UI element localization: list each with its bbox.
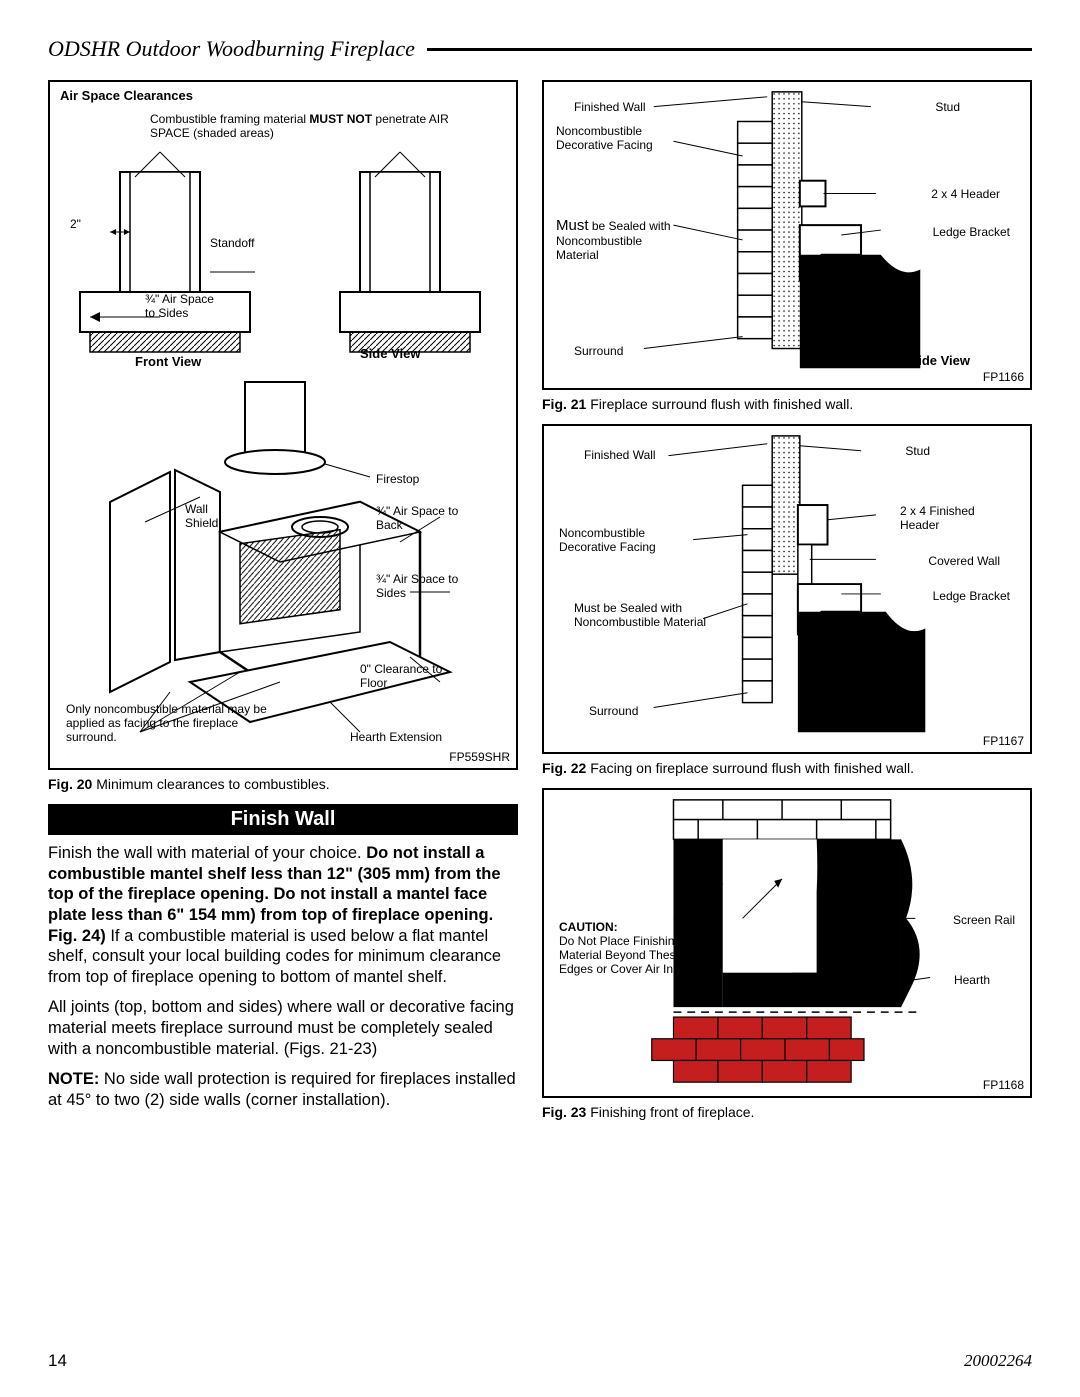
fig20-caption: Fig. 20 Minimum clearances to combustibl… (48, 776, 518, 792)
fig20-firestop: Firestop (376, 472, 419, 486)
fig20-airspace-back: ¾" Air Space to Back (376, 504, 466, 532)
page-header: ODSHR Outdoor Woodburning Fireplace (48, 36, 1032, 62)
fig22-ledge: Ledge Bracket (933, 589, 1010, 603)
fig23-hearth: Hearth (954, 973, 990, 987)
fig22-fpcode: FP1167 (983, 734, 1024, 748)
fig20-noncomb-note: Only noncombustible material may be appl… (66, 702, 286, 744)
fig21-box: Finished Wall Noncombustible Decorative … (542, 80, 1032, 390)
fig22-header: 2 x 4 Finished Header (900, 504, 1000, 532)
fig20-clearance-floor: 0" Clearance to Floor (360, 662, 460, 690)
finish-wall-heading: Finish Wall (48, 804, 518, 835)
fig20-side-view: Side View (360, 346, 420, 361)
fig22-noncomb: Noncombustible Decorative Facing (559, 526, 679, 554)
fig20-wall-shield: Wall Shield (185, 502, 235, 530)
fig20-box: Air Space Clearances Combustible framing… (48, 80, 518, 770)
fig20-hearth-ext: Hearth Extension (350, 730, 442, 744)
fig23-caption: Fig. 23 Finishing front of fireplace. (542, 1104, 1032, 1120)
fig20-top-diagram (50, 142, 520, 372)
fig21-caption: Fig. 21 Fireplace surround flush with fi… (542, 396, 1032, 412)
finish-wall-p1: Finish the wall with material of your ch… (48, 843, 518, 987)
header-title: ODSHR Outdoor Woodburning Fireplace (48, 36, 415, 62)
fig22-surround: Surround (589, 704, 638, 718)
right-column: Finished Wall Noncombustible Decorative … (542, 80, 1032, 1132)
finish-wall-p2: All joints (top, bottom and sides) where… (48, 997, 518, 1059)
fig21-must-sealed: Must be Sealed with Noncombustible Mater… (556, 217, 686, 262)
fig21-noncomb: Noncombustible Decorative Facing (556, 124, 666, 152)
fig20-standoff: Standoff (210, 236, 254, 250)
page-number: 14 (48, 1351, 67, 1371)
fig23-box: CAUTION:Do Not Place Finishing Material … (542, 788, 1032, 1098)
fig21-stud: Stud (935, 100, 960, 114)
fig23-caution: CAUTION:Do Not Place Finishing Material … (559, 920, 709, 976)
fig20-airspace-sides: ¾" Air Space to Sides (145, 292, 225, 320)
doc-number: 20002264 (964, 1351, 1032, 1371)
fig20-warning: Combustible framing material MUST NOT pe… (150, 112, 450, 140)
finish-wall-p3: NOTE: No side wall protection is require… (48, 1069, 518, 1110)
fig21-ledge: Ledge Bracket (933, 225, 1010, 239)
fig20-airspace-sides2: ¾" Air Space to Sides (376, 572, 466, 600)
fig20-fpcode: FP559SHR (449, 750, 510, 764)
fig20-title: Air Space Clearances (60, 88, 193, 103)
fig22-must-sealed: Must be Sealed with Noncombustible Mater… (574, 601, 709, 629)
fig22-caption: Fig. 22 Facing on fireplace surround flu… (542, 760, 1032, 776)
page-footer: 14 20002264 (48, 1351, 1032, 1371)
fig22-box: Finished Wall Noncombustible Decorative … (542, 424, 1032, 754)
fig21-side-view: Side View (910, 353, 970, 368)
fig22-covered: Covered Wall (928, 554, 1000, 568)
fig23-screen: Screen Rail (953, 913, 1015, 927)
fig23-fpcode: FP1168 (983, 1078, 1024, 1092)
fig21-finished-wall: Finished Wall (574, 100, 646, 114)
left-column: Air Space Clearances Combustible framing… (48, 80, 518, 1132)
fig22-stud: Stud (905, 444, 930, 458)
fig20-front-view: Front View (135, 354, 201, 369)
fig22-finished-wall: Finished Wall (584, 448, 656, 462)
header-rule (427, 48, 1032, 51)
fig21-fpcode: FP1166 (983, 370, 1024, 384)
fig21-header: 2 x 4 Header (931, 187, 1000, 201)
fig20-2in: 2" (70, 217, 81, 231)
fig21-surround: Surround (574, 344, 623, 358)
